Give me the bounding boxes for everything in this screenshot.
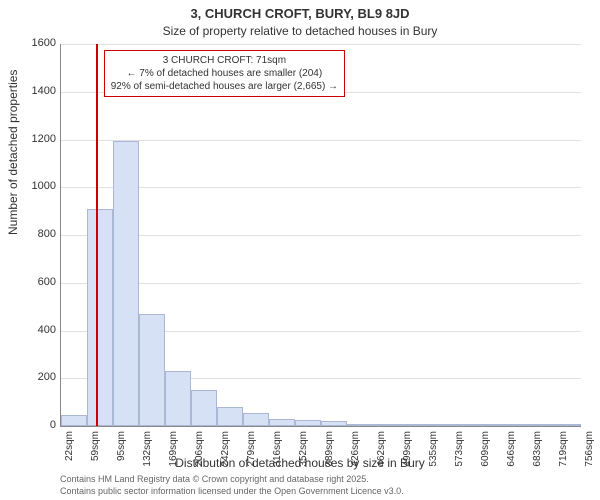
gridline: [61, 235, 581, 236]
footer-text-1: Contains HM Land Registry data © Crown c…: [60, 474, 369, 484]
histogram-bar: [399, 424, 425, 426]
x-tick-label: 426sqm: [350, 431, 361, 471]
y-tick-label: 200: [16, 371, 56, 383]
histogram-bar: [529, 424, 555, 426]
x-tick-label: 169sqm: [168, 431, 179, 471]
x-tick-label: 646sqm: [506, 431, 517, 471]
histogram-bar: [87, 209, 113, 426]
x-tick-label: 535sqm: [428, 431, 439, 471]
histogram-bar: [191, 390, 217, 426]
histogram-bar: [451, 424, 477, 426]
histogram-bar: [477, 424, 503, 426]
histogram-bar: [269, 419, 295, 426]
x-tick-label: 59sqm: [90, 431, 101, 471]
x-tick-label: 609sqm: [480, 431, 491, 471]
x-tick-label: 756sqm: [584, 431, 595, 471]
annotation-line2: ← 7% of detached houses are smaller (204…: [111, 67, 338, 80]
histogram-bar: [555, 424, 581, 426]
x-tick-label: 719sqm: [558, 431, 569, 471]
histogram-bar: [373, 424, 399, 426]
y-tick-label: 800: [16, 228, 56, 240]
x-tick-label: 95sqm: [116, 431, 127, 471]
gridline: [61, 44, 581, 45]
marker-line: [96, 44, 98, 426]
histogram-bar: [425, 424, 451, 426]
footer-text-2: Contains public sector information licen…: [60, 486, 404, 496]
x-tick-label: 352sqm: [298, 431, 309, 471]
chart-title-main: 3, CHURCH CROFT, BURY, BL9 8JD: [0, 6, 600, 21]
y-tick-label: 0: [16, 419, 56, 431]
y-tick-label: 1600: [16, 37, 56, 49]
histogram-bar: [217, 407, 243, 426]
x-tick-label: 316sqm: [272, 431, 283, 471]
y-tick-label: 600: [16, 276, 56, 288]
x-tick-label: 22sqm: [64, 431, 75, 471]
chart-container: 3, CHURCH CROFT, BURY, BL9 8JD Size of p…: [0, 0, 600, 500]
x-tick-label: 573sqm: [454, 431, 465, 471]
y-tick-label: 1400: [16, 85, 56, 97]
annotation-line3: 92% of semi-detached houses are larger (…: [111, 80, 338, 93]
histogram-bar: [243, 413, 269, 426]
y-tick-label: 400: [16, 324, 56, 336]
chart-title-sub: Size of property relative to detached ho…: [0, 24, 600, 38]
y-tick-label: 1200: [16, 133, 56, 145]
histogram-bar: [295, 420, 321, 426]
histogram-bar: [503, 424, 529, 426]
x-tick-label: 462sqm: [376, 431, 387, 471]
histogram-bar: [321, 421, 347, 426]
x-tick-label: 683sqm: [532, 431, 543, 471]
x-tick-label: 279sqm: [246, 431, 257, 471]
histogram-bar: [347, 424, 373, 426]
x-tick-label: 132sqm: [142, 431, 153, 471]
histogram-bar: [61, 415, 87, 426]
gridline: [61, 187, 581, 188]
gridline: [61, 140, 581, 141]
annotation-box: 3 CHURCH CROFT: 71sqm ← 7% of detached h…: [104, 50, 345, 97]
x-tick-label: 206sqm: [194, 431, 205, 471]
histogram-bar: [113, 141, 139, 426]
y-tick-label: 1000: [16, 180, 56, 192]
histogram-bar: [139, 314, 165, 426]
gridline: [61, 283, 581, 284]
x-tick-label: 499sqm: [402, 431, 413, 471]
histogram-bar: [165, 371, 191, 426]
annotation-line1: 3 CHURCH CROFT: 71sqm: [111, 54, 338, 67]
x-tick-label: 389sqm: [324, 431, 335, 471]
plot-area: 3 CHURCH CROFT: 71sqm ← 7% of detached h…: [60, 44, 581, 427]
x-tick-label: 242sqm: [220, 431, 231, 471]
